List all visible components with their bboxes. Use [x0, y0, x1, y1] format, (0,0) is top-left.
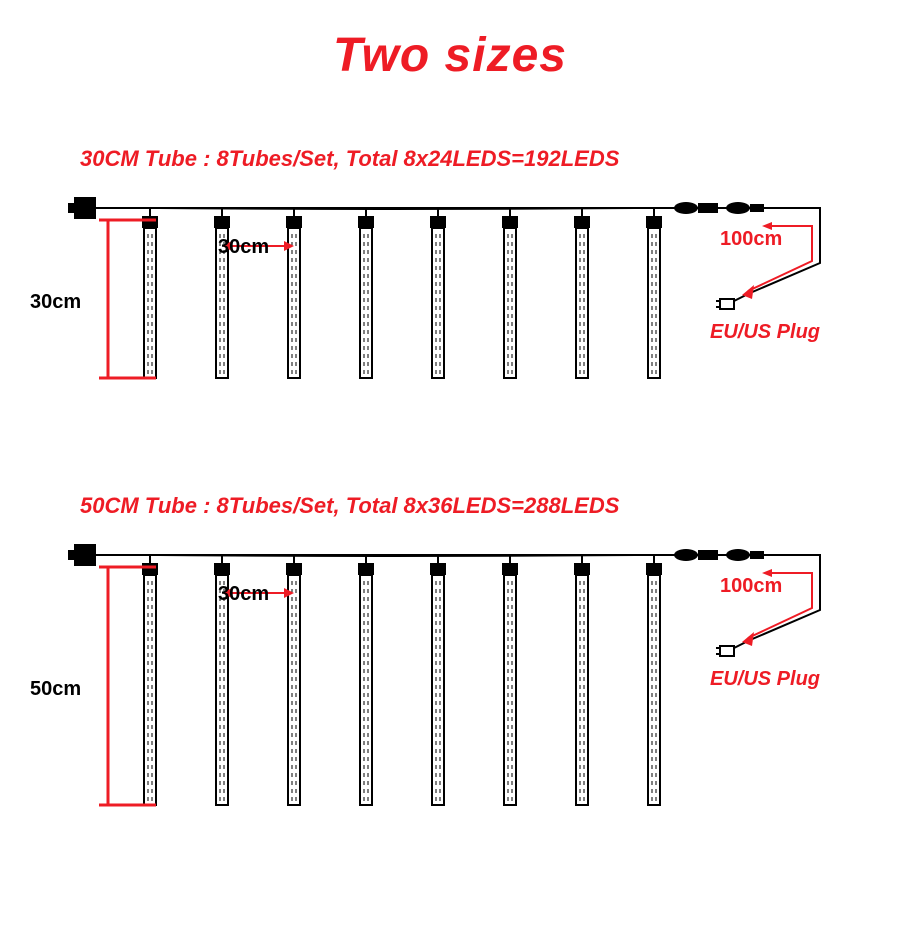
variant-2-tube-length-label: 50cm — [30, 678, 81, 701]
variant-2-plug-label: EU/US Plug — [710, 668, 820, 691]
variant-1-cable-label: 100cm — [720, 228, 782, 251]
main-title: Two sizes — [0, 28, 900, 83]
variant-1-tube-length-label: 30cm — [30, 291, 81, 314]
variant-1-spacing-label: 30cm — [218, 236, 269, 259]
variant-2-cable-label: 100cm — [720, 575, 782, 598]
variant-1-diagram: 30cm 30cm 100cm EU/US Plug — [0, 186, 900, 471]
variant-1-plug-label: EU/US Plug — [710, 321, 820, 344]
variant-1-title: 30CM Tube : 8Tubes/Set, Total 8x24LEDS=1… — [80, 146, 619, 172]
variant-2-diagram: 50cm 30cm 100cm EU/US Plug — [0, 533, 900, 898]
variant-2-spacing-label: 30cm — [218, 583, 269, 606]
variant-2-title: 50CM Tube : 8Tubes/Set, Total 8x36LEDS=2… — [80, 493, 619, 519]
